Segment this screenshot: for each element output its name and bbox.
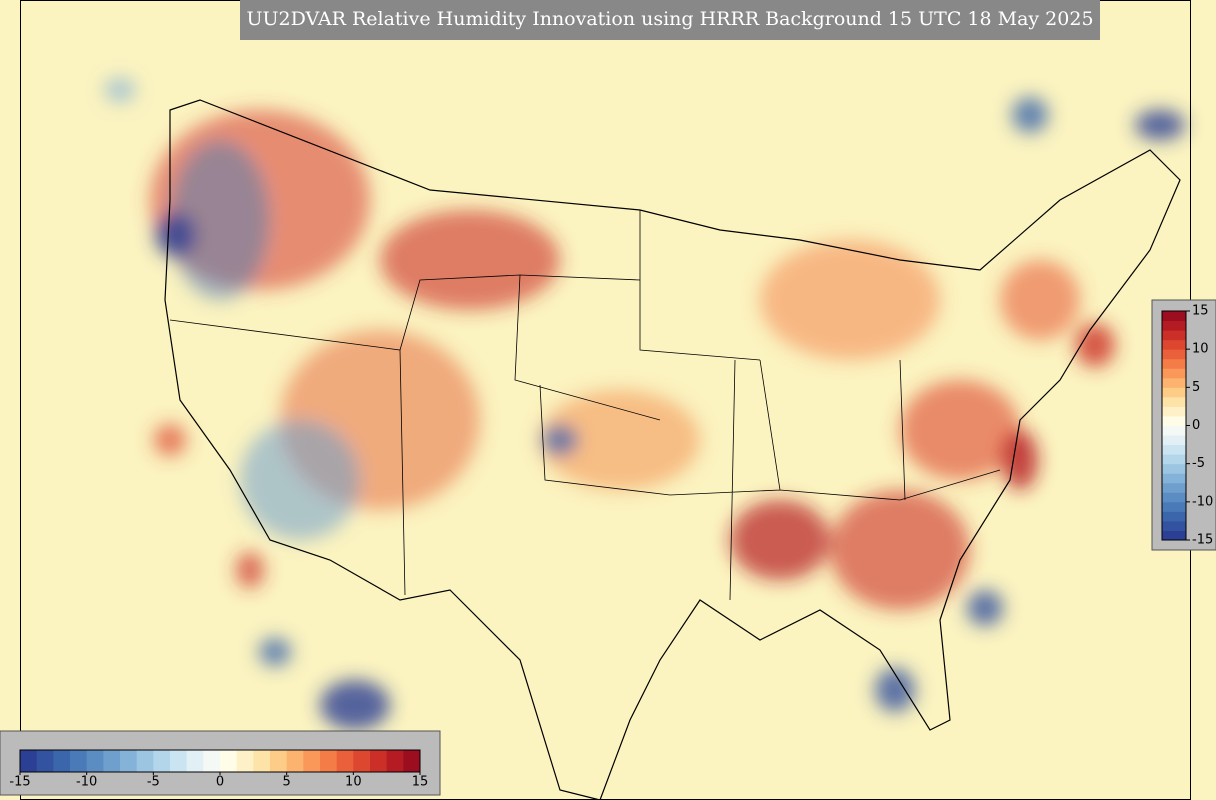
- colorbar-segment: [1162, 454, 1186, 465]
- colorbar-segment: [203, 750, 221, 772]
- colorbar-segment: [403, 750, 421, 772]
- colorbar-tick-label: -10: [1192, 494, 1213, 509]
- colorbar-segment: [1162, 358, 1186, 369]
- colorbar-segment: [1162, 473, 1186, 484]
- colorbar-segment: [303, 750, 321, 772]
- colorbar-tick-label: -10: [76, 775, 97, 790]
- colorbar-segment: [53, 750, 71, 772]
- colorbar-segment: [20, 750, 38, 772]
- colorbar-tick-label: 0: [216, 775, 224, 790]
- colorbar-segment: [286, 750, 304, 772]
- colorbar-segment: [36, 750, 54, 772]
- colorbar-tick-label: -15: [1192, 533, 1213, 548]
- colorbar-segment: [1162, 339, 1186, 350]
- colorbar-segment: [1162, 482, 1186, 493]
- colorbar-segment: [1162, 330, 1186, 341]
- colorbar-segment: [1162, 511, 1186, 522]
- colorbar-segment: [270, 750, 288, 772]
- colorbar-segment: [320, 750, 338, 772]
- colorbar-segment: [1162, 530, 1186, 541]
- colorbar-segment: [186, 750, 204, 772]
- colorbar-segment: [336, 750, 354, 772]
- right-colorbar: 15 10 5 0 -5 -10 -15: [1161, 304, 1213, 548]
- colorbar-tick-label: -5: [1192, 456, 1205, 471]
- colorbar-segment: [70, 750, 88, 772]
- colorbar-segment: [236, 750, 254, 772]
- colorbar-segment: [1162, 377, 1186, 388]
- colorbar-segment: [170, 750, 188, 772]
- colorbar-tick-label: 5: [1192, 380, 1200, 395]
- colorbar-segment: [1162, 349, 1186, 360]
- colorbar-segment: [1162, 368, 1186, 379]
- map-title: UU2DVAR Relative Humidity Innovation usi…: [246, 8, 1093, 30]
- colorbar-segment: [153, 750, 171, 772]
- colorbar-segment: [120, 750, 138, 772]
- title-box: [240, 0, 1100, 40]
- colorbar-segment: [370, 750, 388, 772]
- colorbar-tick-label: 10: [345, 775, 362, 790]
- colorbar-segment: [1162, 396, 1186, 407]
- colorbar-segment: [353, 750, 371, 772]
- colorbar-segment: [1162, 311, 1186, 322]
- colorbar-tick-label: 0: [1192, 418, 1200, 433]
- colorbar-segment: [1162, 520, 1186, 531]
- colorbar-segment: [103, 750, 121, 772]
- colorbar-segment: [1162, 444, 1186, 455]
- colorbar-segment: [1162, 435, 1186, 446]
- colorbar-segment: [1162, 425, 1186, 436]
- colorbar-tick-label: 15: [1192, 304, 1209, 319]
- colorbar-tick-label: 15: [412, 775, 429, 790]
- humidity-field: [105, 78, 1185, 730]
- bottom-colorbar: -15 -10 -5 0 5 10 15: [9, 749, 429, 790]
- colorbar-segment: [136, 750, 154, 772]
- colorbar-tick-label: 5: [283, 775, 291, 790]
- colorbar-segment: [1162, 492, 1186, 503]
- colorbar-tick-label: -5: [147, 775, 160, 790]
- colorbar-segment: [220, 750, 238, 772]
- colorbar-segment: [86, 750, 104, 772]
- colorbar-tick-label: -15: [9, 775, 30, 790]
- colorbar-segment: [1162, 406, 1186, 417]
- colorbar-tick-label: 10: [1192, 342, 1209, 357]
- colorbar-segment: [1162, 463, 1186, 474]
- colorbar-segment: [1162, 415, 1186, 426]
- country-outline: [164, 99, 1181, 800]
- state-borders: [169, 210, 1001, 601]
- colorbar-segment: [1162, 320, 1186, 331]
- colorbar-segment: [386, 750, 404, 772]
- colorbar-segment: [253, 750, 271, 772]
- colorbar-segment: [1162, 501, 1186, 512]
- colorbar-segment: [1162, 387, 1186, 398]
